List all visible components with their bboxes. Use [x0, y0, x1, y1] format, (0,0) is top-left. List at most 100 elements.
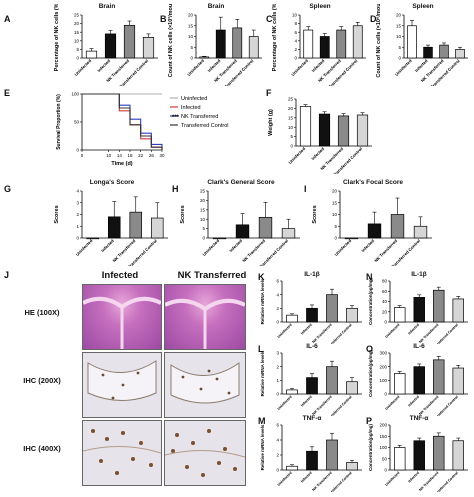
bar: [232, 27, 243, 59]
y-tick-label: 2: [276, 364, 279, 369]
category-label: NK Transferred: [312, 471, 333, 492]
bar: [326, 366, 338, 395]
panel-letter: L: [258, 344, 264, 354]
y-tick-label: 1: [76, 224, 79, 229]
category-label: NK Transferred: [241, 238, 266, 263]
category-label: Uninfected: [186, 58, 205, 77]
y-tick-label: 100: [379, 445, 387, 450]
bar: [346, 307, 358, 323]
y-tick-label: 50: [382, 456, 388, 461]
category-label: Infected: [407, 395, 420, 408]
panel-letter: M: [258, 416, 266, 426]
y-tick-label: 5: [398, 45, 401, 50]
category-label: Infected: [414, 58, 429, 73]
category-label: Infected: [360, 238, 375, 253]
chart-p: Concentration(pg/mg) 0 50 100 150 200 Uninfect…: [368, 423, 468, 497]
y-tick-label: 5: [334, 224, 337, 229]
category-label: Infected: [100, 238, 115, 253]
bar: [433, 289, 445, 323]
category-label: Infected: [300, 323, 313, 336]
panel-title: Clark's Focal Score: [342, 179, 404, 186]
y-tick-label: 50: [74, 120, 80, 125]
x-axis-label: Time (d): [111, 161, 132, 167]
bar: [326, 439, 338, 471]
bar: [367, 223, 382, 239]
bar: [248, 36, 259, 59]
y-tick-label: 15: [288, 115, 294, 120]
y-tick-label: 0: [202, 236, 205, 241]
bar: [286, 389, 298, 395]
bar: [286, 314, 298, 323]
category-label: Infected: [207, 58, 222, 73]
y-axis-label: Weight (g): [268, 109, 274, 136]
bar: [281, 228, 296, 239]
y-tick-label: 0: [384, 320, 387, 325]
y-axis-label: Survival Proportion (%): [56, 94, 62, 150]
y-tick-label: 0: [294, 56, 297, 61]
row-label-ihc-200x: IHC (200X): [23, 376, 61, 385]
y-tick-label: 6: [276, 423, 279, 428]
category-label: Infected: [311, 58, 326, 73]
y-tick-label: 200: [379, 364, 387, 369]
y-tick-label: 25: [74, 13, 80, 18]
y-axis-label: Percentage of NK cells (%): [54, 4, 60, 71]
chart-l: Relative mRNA levels 0 1 2 3 Uninfected Infect…: [260, 350, 362, 421]
bar: [306, 307, 318, 323]
panel-o: O IL-6 Concentration(pg/mg) 0 100 200 300 Uninf…: [366, 343, 472, 421]
y-tick-label: 0: [276, 468, 279, 473]
y-tick-label: 20: [188, 13, 194, 18]
category-label: Infected: [407, 323, 420, 336]
bar: [123, 24, 136, 59]
bar: [104, 33, 117, 59]
y-tick-label: 10: [74, 38, 80, 43]
panel-a: A Brain Percentage of NK cells (%) 0 5 10 15 20…: [4, 1, 162, 89]
bar: [337, 115, 350, 147]
y-tick-label: 0: [334, 236, 337, 241]
y-tick-label: 15: [396, 23, 402, 28]
panel-n: N IL-1β Concentration(pg/mg) 0 20 40 60 80 Uninf…: [366, 271, 472, 349]
y-tick-label: 5: [290, 134, 293, 139]
category-label: Uninfected: [333, 238, 352, 257]
panel-title: TNF-α: [302, 415, 322, 422]
bar: [107, 216, 121, 239]
y-tick-label: 60: [382, 289, 388, 294]
panel-letter: J: [4, 270, 10, 280]
y-tick-label: 10: [396, 34, 402, 39]
panel-title: Brain: [207, 3, 225, 10]
bar: [356, 114, 369, 147]
bar: [306, 450, 318, 471]
bar: [142, 37, 155, 59]
legend-label: Transferred Control: [181, 123, 228, 129]
panel-title: IL-1β: [304, 271, 320, 278]
category-label: Infected: [300, 395, 313, 408]
bar: [439, 44, 449, 59]
bar: [212, 237, 227, 240]
y-tick-label: 0: [76, 148, 79, 153]
x-tick-label: 22: [138, 153, 144, 158]
column-header-infected: Infected: [101, 270, 139, 281]
y-tick-label: 300: [379, 351, 387, 356]
panel-letter: P: [366, 416, 373, 426]
bar: [86, 237, 100, 240]
category-label: NK Transferred: [418, 323, 439, 344]
panel-letter: I: [304, 184, 307, 194]
y-tick-label: 0: [384, 468, 387, 473]
y-tick-label: 4: [76, 189, 79, 194]
panel-letter: F: [266, 88, 272, 98]
y-axis-label: Percentage of NK cells (%): [272, 4, 278, 71]
y-tick-label: 8: [294, 21, 297, 26]
bar: [433, 435, 445, 471]
survival-line: [82, 93, 163, 150]
bar: [306, 377, 318, 395]
y-tick-label: 20: [200, 198, 206, 203]
panel-c: C Spleen Percentage of NK cells (%) 0 2 4 6 8 10…: [266, 1, 370, 89]
category-label: Uninfected: [75, 238, 94, 257]
y-tick-label: 10: [200, 217, 206, 222]
y-tick-label: 80: [382, 279, 388, 284]
legend-label: Infected: [181, 105, 201, 111]
y-tick-label: 10: [292, 13, 298, 18]
panel-h: H Clark's General Score Scores 0 5 10 15 20 25 Un…: [172, 179, 304, 269]
bar: [286, 465, 298, 471]
y-axis-label: Count of NK cells (×10³/mouse): [167, 4, 174, 77]
